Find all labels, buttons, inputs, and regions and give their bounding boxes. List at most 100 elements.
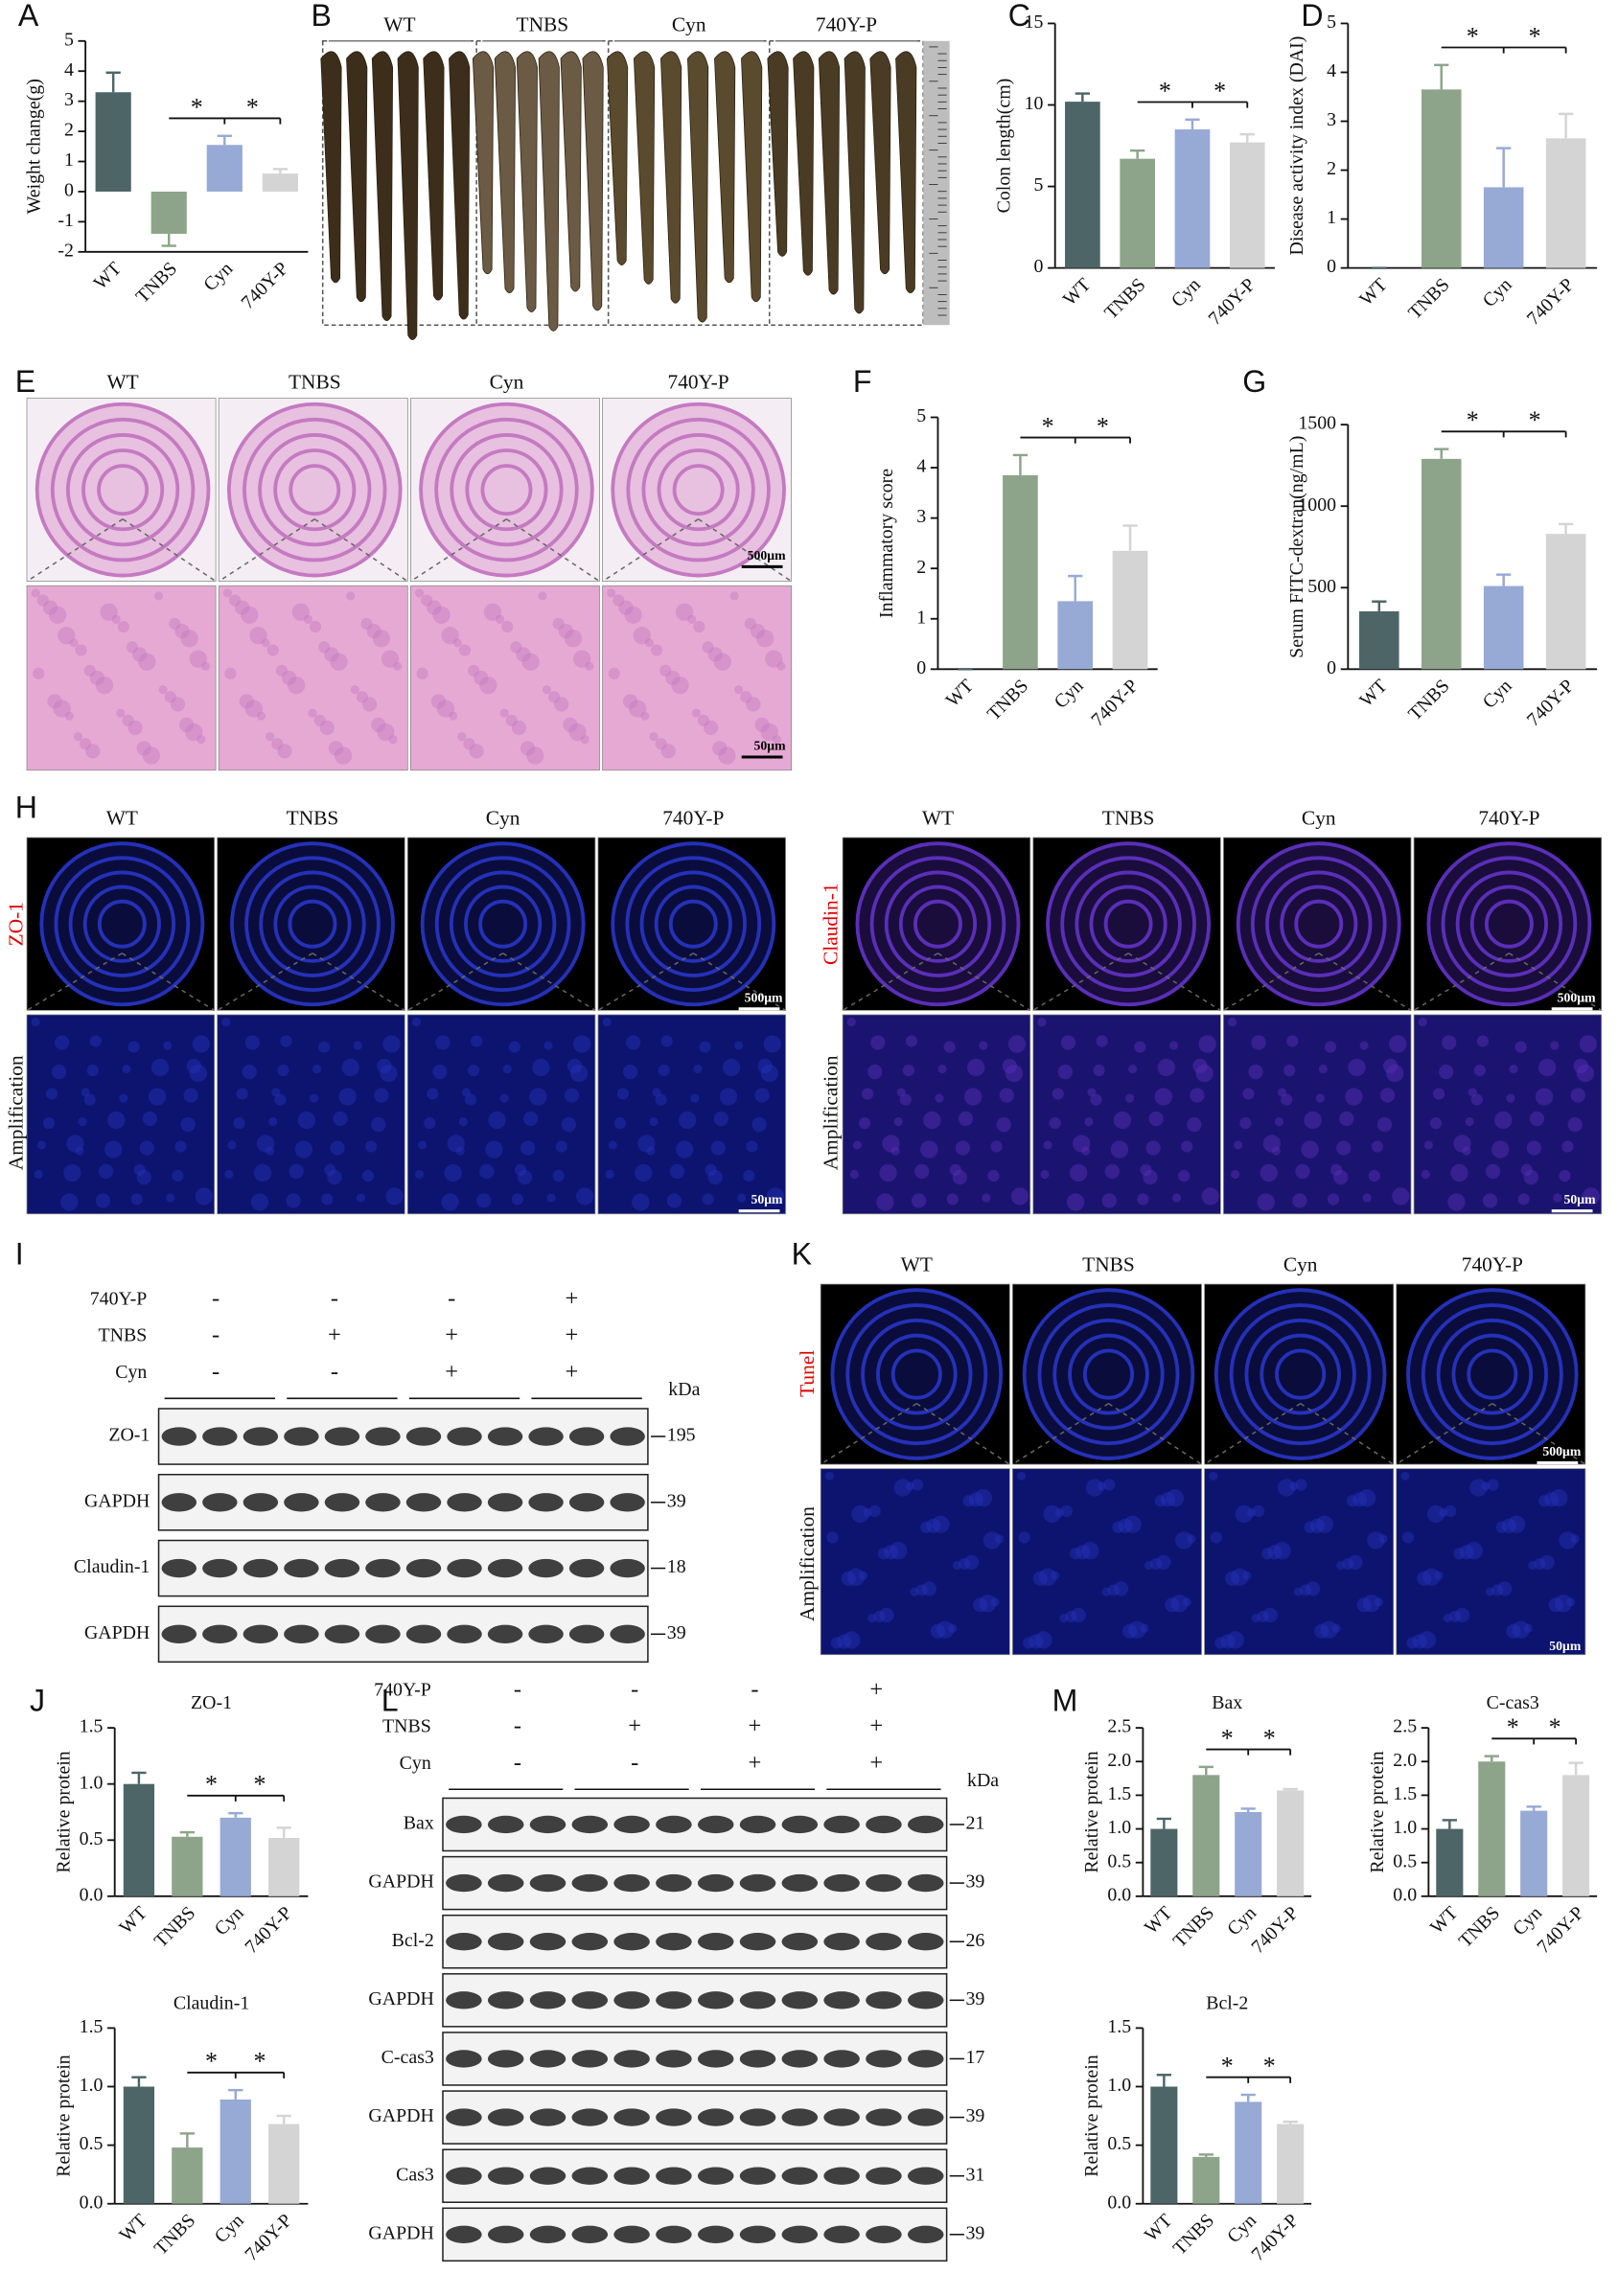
significance-label: *	[1467, 406, 1479, 434]
cell-cluster	[772, 735, 781, 745]
group-label: Cyn	[1283, 1253, 1318, 1276]
x-tick-label: 740Y-P	[1523, 676, 1579, 731]
cell-cluster	[1187, 1534, 1196, 1544]
cell-cluster	[75, 1146, 84, 1156]
cell-cluster	[360, 617, 373, 631]
colon	[582, 51, 604, 311]
cell-cluster	[1570, 1088, 1585, 1103]
cell-cluster	[675, 603, 694, 621]
cell-cluster	[1517, 1193, 1530, 1205]
band	[571, 2167, 609, 2185]
cell-cluster	[899, 1093, 912, 1106]
cell-cluster	[1561, 1140, 1574, 1153]
cell-cluster	[1274, 1116, 1284, 1127]
cell-cluster	[1060, 1035, 1076, 1050]
cell-cluster	[189, 650, 207, 668]
cell-cluster	[89, 670, 105, 686]
colon	[560, 51, 582, 292]
cell-cluster	[1029, 1634, 1044, 1649]
cell-cluster	[1501, 1518, 1517, 1533]
cell-cluster	[920, 1140, 938, 1159]
cell-cluster	[441, 1193, 459, 1211]
cell-cluster	[1085, 1479, 1104, 1497]
treatment-sign: +	[749, 1750, 762, 1776]
cell-cluster	[1235, 1504, 1254, 1524]
cell-cluster	[637, 1135, 656, 1153]
cell-cluster	[1559, 1169, 1571, 1182]
bar	[1229, 142, 1265, 268]
cell-cluster	[1327, 1193, 1340, 1205]
cell-cluster	[78, 1116, 87, 1127]
cell-cluster	[98, 1163, 114, 1180]
cell-cluster	[754, 1088, 770, 1103]
cell-cluster	[469, 744, 484, 759]
stain-label: Claudin-1	[819, 883, 842, 964]
cell-cluster	[1023, 1637, 1035, 1649]
band	[447, 1624, 482, 1643]
bar	[1150, 2086, 1178, 2204]
y-tick-label: 0.5	[1107, 2133, 1131, 2154]
cell-cluster	[1220, 1634, 1236, 1649]
cell-cluster	[936, 1620, 955, 1639]
cell-cluster	[427, 1088, 439, 1100]
cell-cluster	[949, 1163, 961, 1177]
blot-box	[442, 2148, 948, 2203]
cell-cluster	[658, 1064, 670, 1077]
band	[697, 1873, 734, 1893]
cell-cluster	[414, 1169, 425, 1180]
cell-cluster	[974, 1489, 993, 1507]
cell-cluster	[1401, 1531, 1415, 1544]
group-label: WT	[106, 370, 138, 393]
cell-cluster	[1495, 1521, 1508, 1533]
cell-cluster	[1277, 1479, 1296, 1497]
y-tick-label: 1.0	[80, 2075, 104, 2096]
band	[202, 1427, 238, 1446]
cell-cluster	[180, 1116, 196, 1133]
significance-label: *	[191, 93, 203, 121]
cell-cluster	[132, 647, 148, 662]
group-label: WT	[383, 12, 415, 35]
chart-title: Bax	[1212, 1692, 1242, 1713]
tissue-ring	[465, 448, 548, 532]
band	[324, 1493, 360, 1512]
y-tick-label: 1	[64, 149, 74, 171]
band	[202, 1558, 238, 1578]
cell-cluster	[982, 1531, 1002, 1550]
band	[529, 1873, 566, 1893]
cell-cluster	[633, 627, 651, 645]
cell-cluster	[996, 1116, 1011, 1133]
cell-cluster	[1267, 1545, 1283, 1560]
band	[487, 1558, 523, 1578]
magnified-image	[1012, 1468, 1202, 1656]
zoom-line	[1204, 1403, 1302, 1465]
y-tick-label: 15	[1025, 11, 1044, 33]
bar	[220, 2099, 251, 2204]
bar	[262, 173, 298, 192]
y-tick-label: 1.0	[1107, 2075, 1131, 2096]
cell-cluster	[479, 1163, 495, 1180]
cell-cluster	[414, 588, 425, 598]
cell-cluster	[294, 1140, 312, 1159]
cell-cluster	[755, 630, 774, 648]
kda-label: 26	[966, 1930, 985, 1951]
cell-cluster	[520, 741, 536, 756]
cell-cluster	[136, 1169, 151, 1185]
cell-cluster	[1526, 1140, 1542, 1156]
cell-cluster	[1570, 1534, 1580, 1544]
cell-cluster	[613, 594, 625, 607]
cell-cluster	[1554, 1595, 1573, 1613]
cell-cluster	[1051, 1571, 1060, 1580]
cell-cluster	[127, 1041, 140, 1053]
cell-cluster	[222, 588, 232, 598]
cell-cluster	[1134, 1041, 1146, 1053]
cell-cluster	[713, 1111, 728, 1127]
zoom-line	[313, 518, 408, 583]
cell-cluster	[280, 1035, 292, 1047]
cell-cluster	[158, 685, 168, 695]
band	[243, 1558, 279, 1578]
band	[907, 1873, 944, 1893]
cell-cluster	[382, 1035, 401, 1053]
cell-cluster	[196, 735, 206, 745]
cell-cluster	[381, 650, 400, 668]
tissue-ring	[450, 433, 564, 547]
